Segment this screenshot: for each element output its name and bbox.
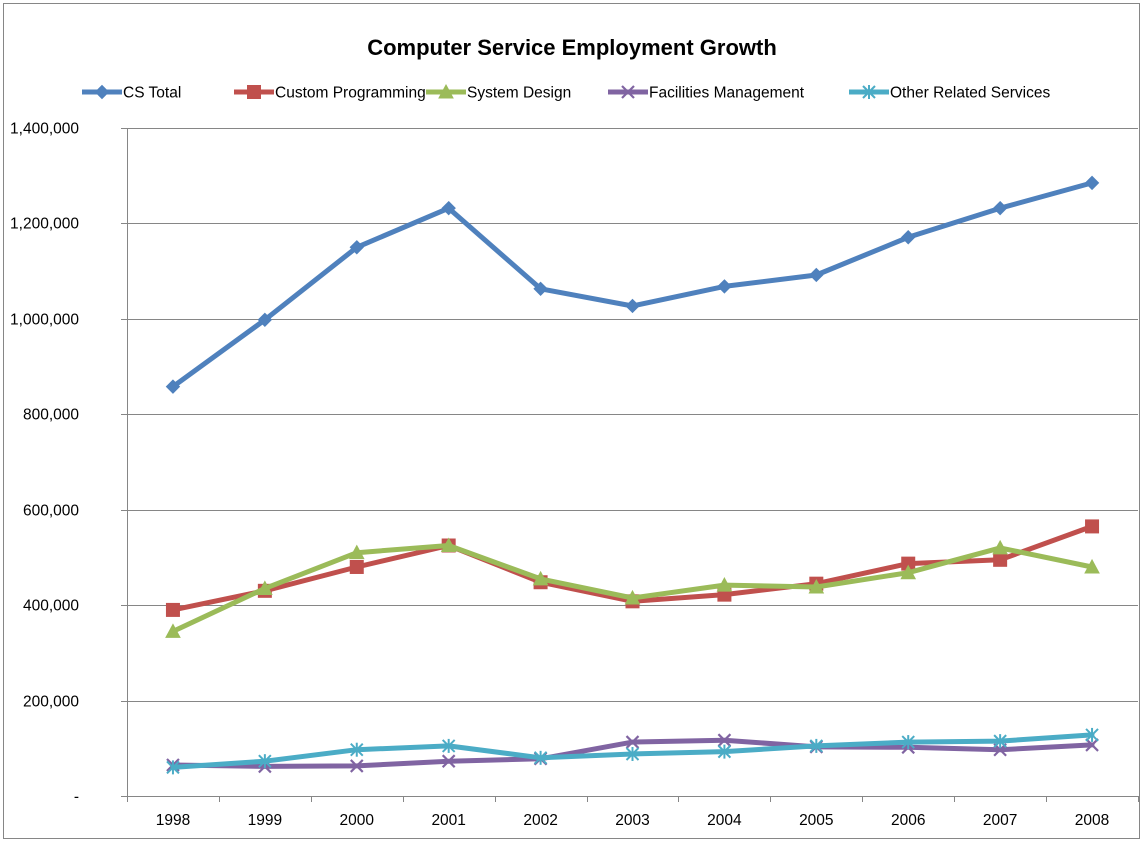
x-tick-label: 2003 xyxy=(615,812,649,829)
series-line xyxy=(170,543,1095,634)
data-point xyxy=(716,577,733,592)
data-point xyxy=(809,267,824,283)
legend-item: Facilities Management xyxy=(608,85,805,102)
y-tick-label: 1,400,000 xyxy=(10,121,79,138)
data-point xyxy=(533,281,548,297)
y-tick-label: 600,000 xyxy=(23,503,79,520)
data-point xyxy=(441,754,456,768)
legend-swatch-marker xyxy=(247,85,261,99)
data-point xyxy=(441,200,456,216)
legend-swatch-marker xyxy=(94,84,110,100)
data-point xyxy=(993,552,1008,567)
y-tick-label: 400,000 xyxy=(23,598,79,615)
data-point xyxy=(993,734,1007,749)
y-tick-label: 1,000,000 xyxy=(10,312,79,329)
data-point xyxy=(532,570,549,586)
y-tick-label: - xyxy=(74,789,79,806)
legend-label: Other Related Services xyxy=(890,85,1050,102)
x-tick-label: 2001 xyxy=(431,812,465,829)
data-point xyxy=(901,735,915,750)
x-tick-label: 2008 xyxy=(1075,812,1109,829)
data-point xyxy=(717,279,732,294)
data-point xyxy=(1084,175,1100,191)
data-point xyxy=(166,760,180,775)
x-tick-label: 2007 xyxy=(983,812,1017,829)
marker-stroke xyxy=(717,733,732,747)
data-point xyxy=(349,759,364,773)
series-cs-total xyxy=(165,175,1100,394)
data-point xyxy=(441,738,456,753)
data-point xyxy=(257,312,273,328)
x-tick-label: 2002 xyxy=(523,812,557,829)
marker-stroke xyxy=(1085,738,1099,752)
y-tick-label: 1,200,000 xyxy=(10,216,79,233)
legend-item: Custom Programming xyxy=(234,85,426,102)
x-tick-label: 2000 xyxy=(340,812,375,829)
data-point xyxy=(625,747,640,762)
legend-label: Custom Programming xyxy=(275,85,426,102)
x-tick-label: 1999 xyxy=(248,812,282,829)
data-point xyxy=(624,589,641,605)
marker-stroke xyxy=(349,759,364,773)
data-point xyxy=(717,744,732,759)
data-point xyxy=(257,580,273,595)
axes xyxy=(121,128,1139,802)
data-point xyxy=(809,738,824,753)
marker-stroke xyxy=(625,735,640,749)
data-point xyxy=(900,564,917,580)
data-point xyxy=(349,240,364,255)
data-point xyxy=(717,733,732,747)
data-point xyxy=(625,735,640,749)
data-point xyxy=(165,379,181,394)
legend-label: Facilities Management xyxy=(649,85,805,102)
legend: CS Total Custom Programming System Design F… xyxy=(82,83,1050,102)
data-point xyxy=(1085,519,1100,534)
legend-item: CS Total xyxy=(82,85,181,102)
data-point xyxy=(350,742,364,757)
line-chart: Computer Service Employment Growth CS To… xyxy=(10,35,1139,829)
y-tick-label: 200,000 xyxy=(23,694,79,711)
data-point xyxy=(348,544,365,560)
legend-item: Other Related Services xyxy=(849,85,1050,102)
series-line xyxy=(170,180,1095,390)
y-axis-tick-labels: - 200,000 400,000 600,000 800,000 1,000,000 1,… xyxy=(10,121,79,806)
series-other-related-services xyxy=(166,727,1099,775)
x-axis-tick-labels: 1998 1999 2000 2001 2002 2003 2004 2005 2006 2007… xyxy=(156,812,1110,829)
legend-label: System Design xyxy=(467,85,571,102)
data-point xyxy=(349,559,364,574)
data-point xyxy=(992,200,1008,216)
x-tick-label: 1998 xyxy=(156,812,190,829)
legend-swatch-marker xyxy=(438,83,454,99)
data-point xyxy=(533,750,548,765)
data-point xyxy=(625,298,640,314)
chart-area: Computer Service Employment Growth CS To… xyxy=(3,3,1140,839)
data-point xyxy=(1085,727,1099,742)
x-tick-label: 2006 xyxy=(891,812,925,829)
series-system-design xyxy=(165,537,1100,638)
data-point xyxy=(992,539,1008,555)
marker-stroke xyxy=(441,754,456,768)
x-tick-label: 2005 xyxy=(799,812,833,829)
y-tick-label: 800,000 xyxy=(23,407,79,424)
marker-stroke xyxy=(621,85,635,99)
data-point xyxy=(1084,558,1100,574)
chart-title: Computer Service Employment Growth xyxy=(367,35,777,60)
data-point xyxy=(808,578,825,594)
legend-swatch-marker xyxy=(621,85,635,99)
legend-item: System Design xyxy=(426,83,571,102)
data-point xyxy=(901,230,916,245)
data-point xyxy=(1085,738,1099,752)
legend-swatch-marker xyxy=(862,85,876,99)
data-point xyxy=(440,537,457,552)
data-point xyxy=(165,602,180,617)
x-tick-label: 2004 xyxy=(707,812,742,829)
data-point xyxy=(165,623,181,638)
series-layer xyxy=(165,175,1100,775)
legend-label: CS Total xyxy=(123,85,181,102)
data-point xyxy=(258,754,272,769)
